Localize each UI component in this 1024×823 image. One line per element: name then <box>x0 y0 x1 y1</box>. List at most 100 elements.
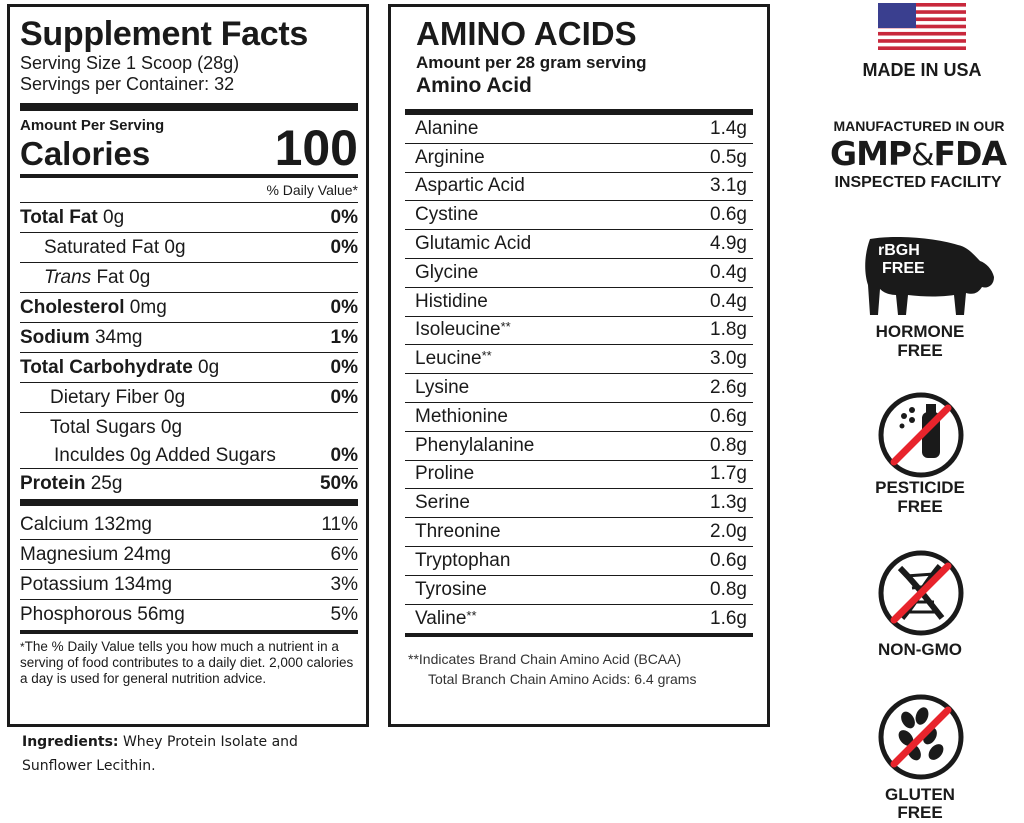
amino-acid-table: Alanine 1.4g Arginine 0.5g Aspartic Acid 3.1g… <box>405 109 753 638</box>
gmp-fda-logo: GMP&FDA <box>810 136 1024 174</box>
bcaa-note: **Indicates Brand Chain Amino Acid (BCAA… <box>405 637 753 689</box>
calories-label: Calories <box>20 135 151 172</box>
nutrient-name: Total Sugars 0g <box>50 417 183 438</box>
supplement-facts-title: Supplement Facts <box>20 15 309 53</box>
amino-acid-name: Methionine <box>415 405 508 427</box>
pesticide-free-icon <box>878 392 964 478</box>
amino-acid-name-cell: Serine <box>415 492 470 514</box>
daily-value-header: % Daily Value* <box>20 178 358 203</box>
manufactured-label: MANUFACTURED IN OUR <box>833 118 1005 134</box>
amino-acid-amount: 2.0g <box>710 521 747 543</box>
nutrient-name: Sodium <box>20 326 90 348</box>
mineral-name: Magnesium 24mg <box>20 543 172 565</box>
cow-icon: rBGH FREE <box>865 237 994 315</box>
amino-acid-name: Glycine <box>415 261 479 283</box>
gluten-free-label: GLUTEN FREE <box>850 786 990 822</box>
amino-acid-name: Tryptophan <box>415 549 511 571</box>
amino-acid-name: Proline <box>415 463 475 485</box>
pesticide-line2: FREE <box>897 497 943 516</box>
mineral-name: Potassium 134mg <box>20 573 173 595</box>
gluten-line2: FREE <box>897 803 943 822</box>
amino-acid-name-cell: Histidine <box>415 291 488 313</box>
nutrient-row-total-carbohydrate: Total Carbohydrate 0g 0% <box>20 353 358 383</box>
nutrient-amount: 25g <box>85 473 123 494</box>
daily-value-footnote: *The % Daily Value tells you how much a … <box>20 634 358 687</box>
nutrient-dv: 0% <box>330 296 358 318</box>
bcaa-note-line1: **Indicates Brand Chain Amino Acid (BCAA… <box>408 651 682 668</box>
amino-acid-row: Glutamic Acid 4.9g <box>405 230 753 259</box>
nutrient-row-total-sugars: Total Sugars 0g <box>20 413 358 443</box>
servings-per-container: Servings per Container: 32 <box>20 74 235 94</box>
amino-acid-name-cell: Glycine <box>415 262 478 284</box>
nutrient-amount: 0g <box>97 206 125 228</box>
ampersand: & <box>911 138 934 173</box>
nutrient-row-added-sugars: Inculdes 0g Added Sugars 0% <box>20 443 358 469</box>
amino-acids-panel: AMINO ACIDS Amount per 28 gram serving A… <box>388 4 770 727</box>
nutrient-name: Inculdes 0g Added Sugars <box>54 444 276 466</box>
amino-acid-row: Histidine 0.4g <box>405 288 753 317</box>
bcaa-marker: ** <box>466 607 477 623</box>
amino-acid-amount: 0.6g <box>710 204 747 226</box>
nutrient-name: Saturated Fat 0g <box>44 236 186 258</box>
bcaa-note-line2: Total Branch Chain Amino Acids: 6.4 gram… <box>428 671 697 688</box>
amino-acid-name: Alanine <box>415 117 479 139</box>
divider-mid <box>20 174 358 178</box>
nutrient-dv: 0% <box>330 356 358 378</box>
amino-acid-row: Phenylalanine 0.8g <box>405 432 753 461</box>
mineral-dv: 6% <box>330 543 358 565</box>
amino-acid-name-cell: Phenylalanine <box>415 435 534 457</box>
mineral-dv: 5% <box>330 604 358 625</box>
amino-acid-row: Leucine** 3.0g <box>405 345 753 375</box>
amino-acid-amount: 1.4g <box>710 117 747 139</box>
nutrient-name: Trans <box>44 266 92 288</box>
amino-acid-row: Tyrosine 0.8g <box>405 576 753 605</box>
nutrient-name: Cholesterol <box>20 296 125 318</box>
amino-acid-name-cell: Isoleucine** <box>415 319 511 341</box>
amino-acid-row: Threonine 2.0g <box>405 518 753 547</box>
nutrient-dv: 0% <box>330 386 358 408</box>
mineral-dv: 11% <box>321 513 358 535</box>
amino-acid-name: Phenylalanine <box>415 434 535 456</box>
nutrient-amount: Fat 0g <box>91 266 151 288</box>
amino-acid-name: Valine <box>415 607 467 629</box>
nutrient-row-protein: Protein 25g 50% <box>20 469 358 499</box>
pesticide-free-label: PESTICIDE FREE <box>850 478 990 516</box>
supplement-facts-panel: Supplement Facts Serving Size 1 Scoop (2… <box>7 4 369 727</box>
mineral-row-potassium: Potassium 134mg 3% <box>20 570 358 600</box>
amino-acid-name: Arginine <box>415 146 485 168</box>
amino-acid-name-cell: Proline <box>415 463 474 485</box>
ingredients-statement: Ingredients: Whey Protein Isolate and Su… <box>22 730 362 778</box>
amino-acid-row: Cystine 0.6g <box>405 201 753 231</box>
amino-acid-row: Serine 1.3g <box>405 489 753 519</box>
non-gmo-icon <box>878 550 964 636</box>
hormone-free-label: HORMONE FREE <box>850 322 990 360</box>
divider-footnote <box>20 630 358 634</box>
amino-acid-name-cell: Threonine <box>415 521 501 543</box>
amino-acid-name-cell: Glutamic Acid <box>415 233 531 255</box>
amino-acid-name: Glutamic Acid <box>415 233 532 255</box>
nutrient-row-total-fat: Total Fat 0g 0% <box>20 203 358 233</box>
nutrient-amount: 0mg <box>124 296 167 318</box>
serving-size: Serving Size 1 Scoop (28g) <box>20 53 240 73</box>
amino-acid-name-cell: Methionine <box>415 406 508 428</box>
amino-acid-name: Cystine <box>415 204 479 226</box>
gluten-free-icon <box>878 694 964 780</box>
flag-stripe <box>878 24 966 29</box>
amino-acid-row: Aspartic Acid 3.1g <box>405 173 753 202</box>
flag-stripe <box>878 39 966 43</box>
nutrient-row-sodium: Sodium 34mg 1% <box>20 323 358 353</box>
nutrient-row-saturated-fat: Saturated Fat 0g 0% <box>20 233 358 263</box>
amino-acid-name: Aspartic Acid <box>415 175 525 197</box>
inspected-facility-label: INSPECTED FACILITY <box>834 174 1002 191</box>
amino-acid-amount: 1.6g <box>710 607 747 629</box>
amino-acid-amount: 0.4g <box>710 261 747 283</box>
amino-acid-amount: 1.8g <box>710 319 747 341</box>
nutrient-dv: 50% <box>319 473 358 494</box>
us-flag-icon <box>878 3 966 50</box>
footnote-star: * <box>20 640 25 654</box>
amino-acid-amount: 0.4g <box>710 290 747 312</box>
flag-stripe <box>878 10 966 14</box>
amino-acid-name-cell: Leucine** <box>415 348 492 370</box>
amino-acid-name: Leucine <box>415 348 482 370</box>
amino-acid-name-cell: Arginine <box>415 147 485 169</box>
